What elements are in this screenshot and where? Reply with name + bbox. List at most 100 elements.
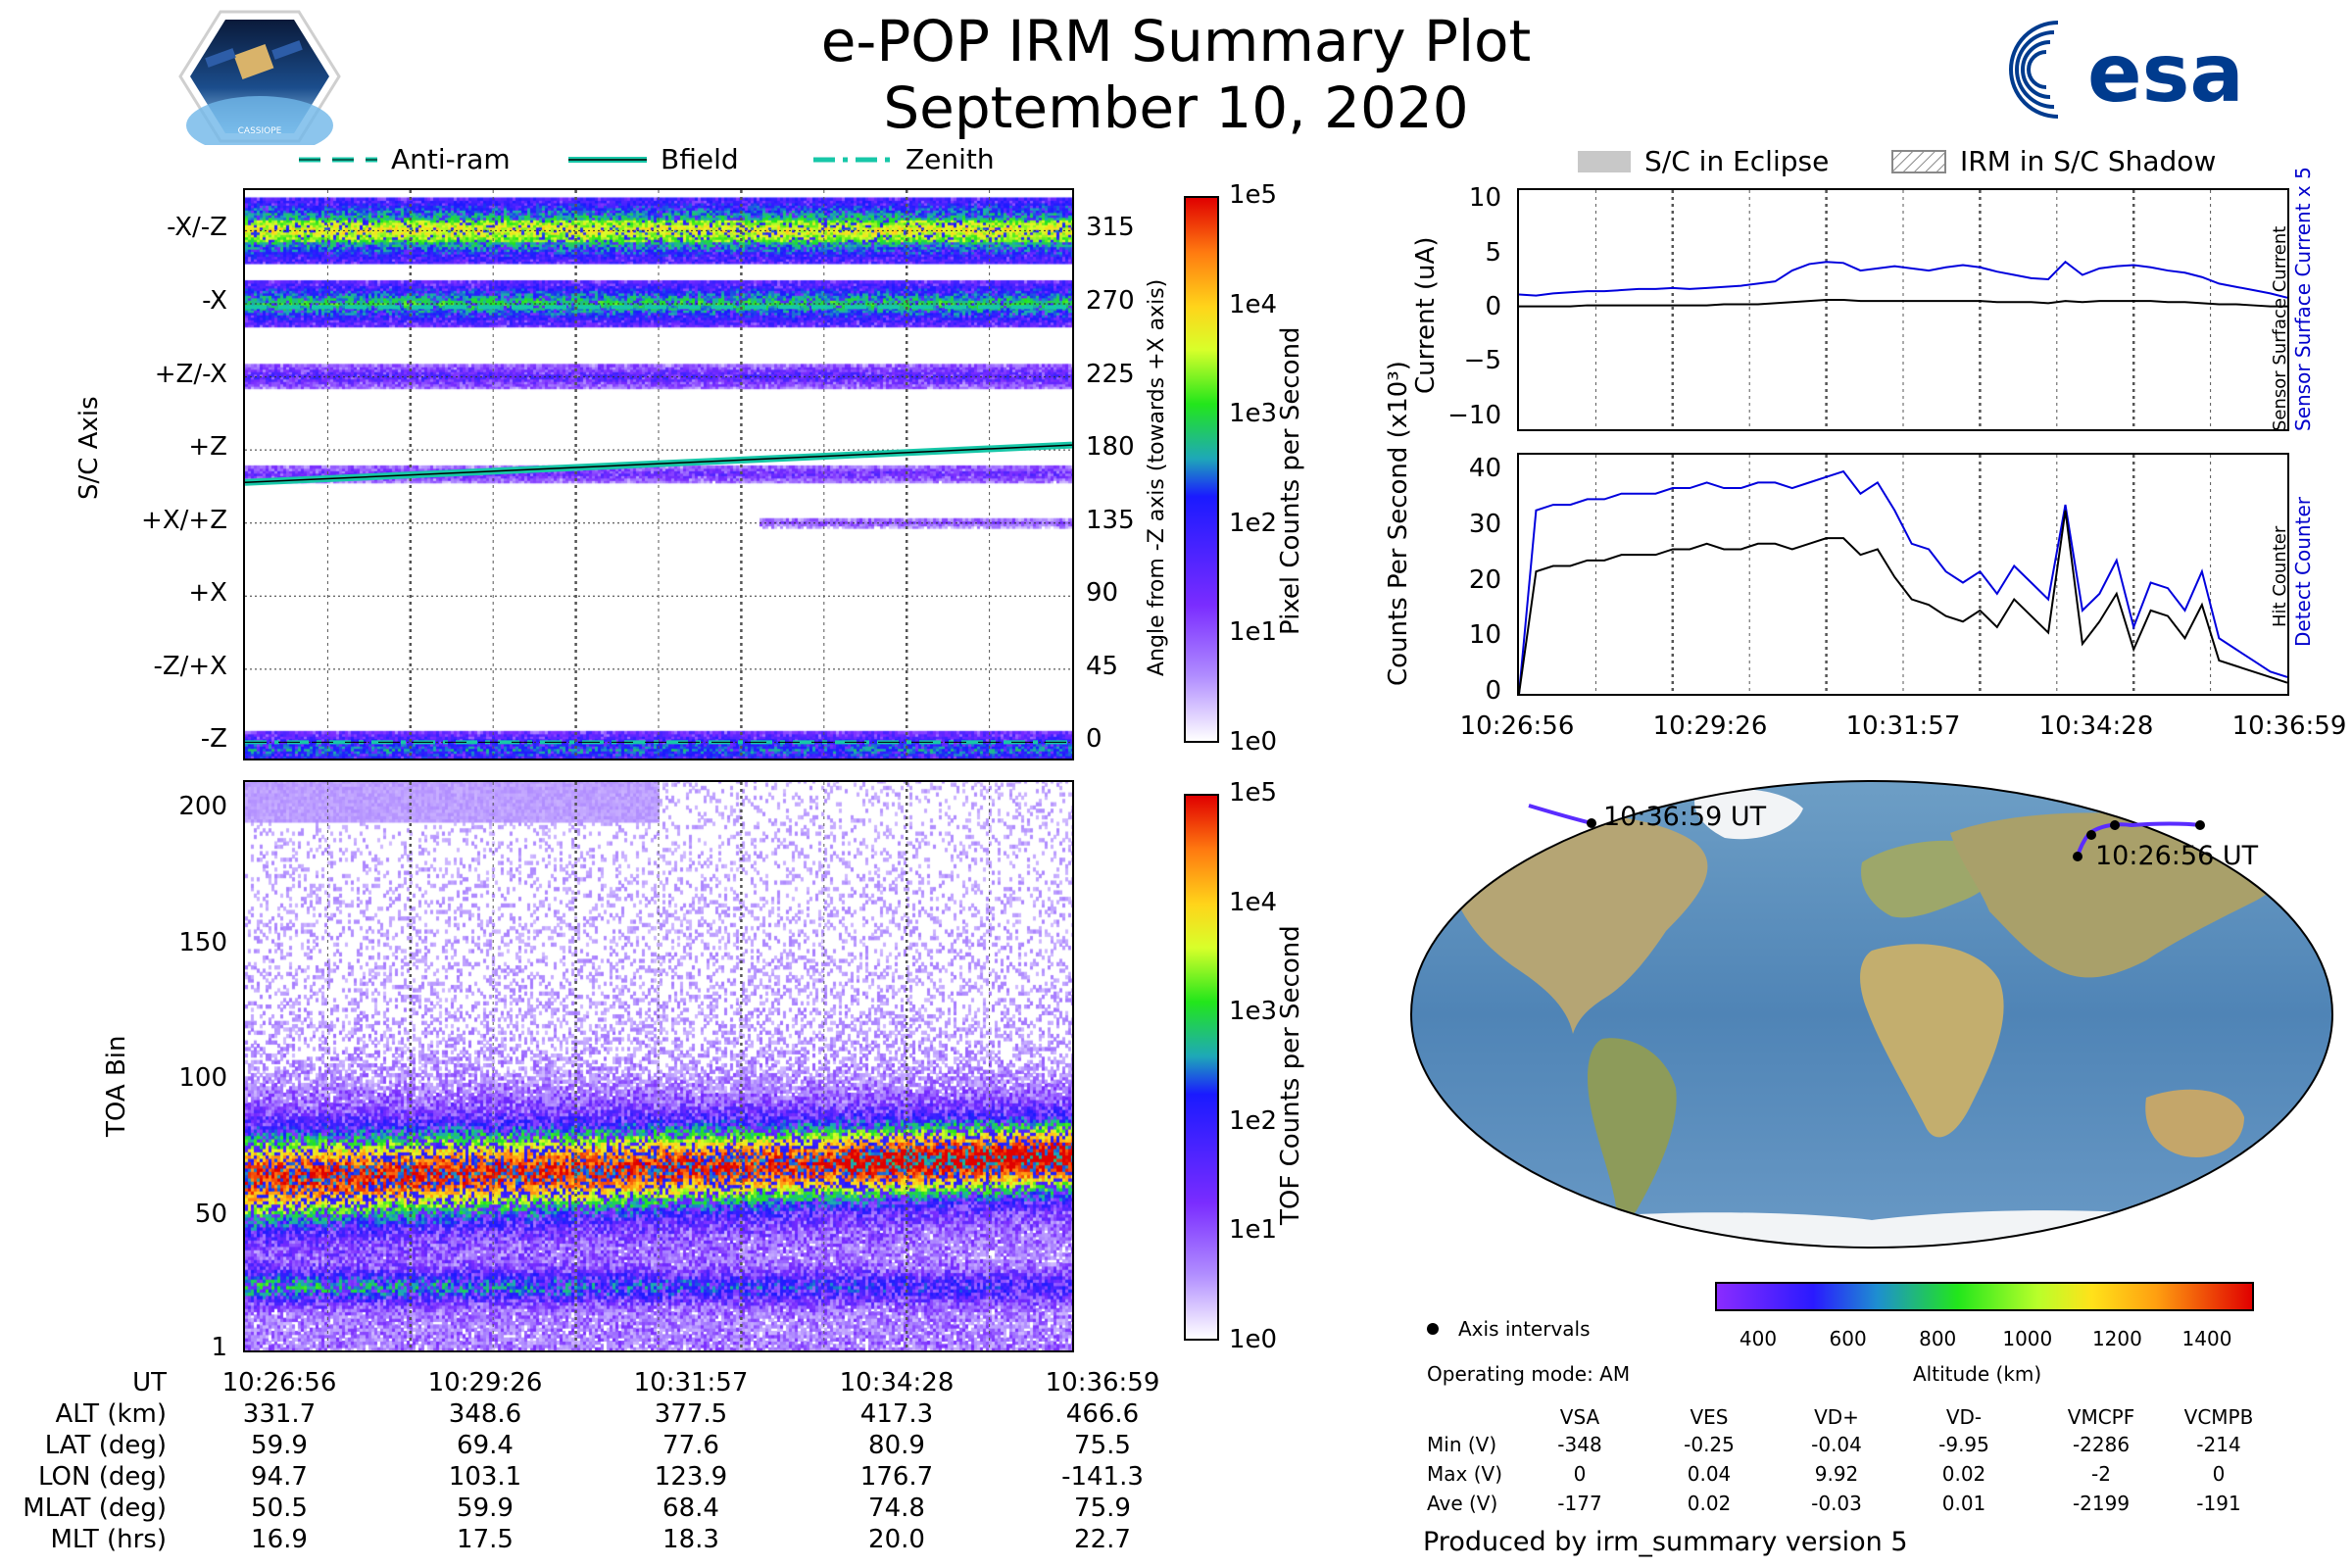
- altitude-tick-label: 1400: [2181, 1327, 2232, 1350]
- counts-right-label-top: Detect Counter: [2291, 497, 2315, 647]
- voltage-value: 0.01: [1941, 1492, 1986, 1515]
- sc-axis-angle-tick: 0: [1086, 724, 1102, 755]
- sc-axis-overlay: [245, 190, 1072, 759]
- x-tick-label: 10:36:59: [2231, 711, 2347, 741]
- axis-interval-point: [2195, 820, 2205, 830]
- ephemeris-value: 74.8: [868, 1494, 925, 1523]
- altitude-tick-label: 800: [1919, 1327, 1957, 1350]
- ephemeris-row-label: MLAT (deg): [23, 1494, 167, 1523]
- voltage-column-header: VSA: [1559, 1405, 1600, 1429]
- pixel-counts-colorbar-label: Pixel Counts per Second: [1276, 326, 1305, 635]
- voltage-column-header: VCMPB: [2183, 1405, 2254, 1429]
- sc-axis-tick-label: +X/+Z: [141, 505, 227, 535]
- toa-tick-label: 200: [178, 791, 227, 821]
- colorbar-tick-label: 1e2: [1229, 508, 1278, 538]
- ephemeris-value: -141.3: [1061, 1462, 1144, 1492]
- sc-axis-tick-label: +X: [188, 578, 227, 609]
- page-title: e-POP IRM Summary Plot: [820, 8, 1532, 74]
- ephemeris-value: 80.9: [868, 1431, 925, 1460]
- voltage-value: -2286: [2072, 1433, 2131, 1456]
- land-greenland: [1694, 789, 1803, 840]
- toa-tick-label: 50: [194, 1200, 227, 1230]
- colorbar-tick-label: 1e4: [1229, 887, 1278, 917]
- sc-axis-tick-label: -Z: [200, 724, 227, 755]
- voltage-row-label: Max (V): [1427, 1462, 1502, 1486]
- colorbar-tick-label: 1e1: [1229, 1215, 1278, 1246]
- series-line-0: [1519, 260, 2287, 299]
- altitude-tick-label: 1000: [2002, 1327, 2053, 1350]
- colorbar-tick-label: 1e2: [1229, 1105, 1278, 1136]
- ephemeris-row-label: MLT (hrs): [50, 1525, 168, 1554]
- sc-axis-tick-label: +Z/-X: [154, 359, 227, 389]
- map-start-label: 10:26:56 UT: [2095, 841, 2259, 871]
- voltage-value: -177: [1557, 1492, 1602, 1515]
- bfield-line-core: [245, 444, 1072, 484]
- ephemeris-row-label: LON (deg): [37, 1462, 167, 1492]
- ephemeris-row-label: LAT (deg): [44, 1431, 167, 1460]
- sc-axis-angle-tick: 270: [1086, 286, 1135, 316]
- voltage-value: -214: [2196, 1433, 2241, 1456]
- ephemeris-value: 59.9: [457, 1494, 514, 1523]
- ephemeris-value: 75.5: [1074, 1431, 1131, 1460]
- colorbar-tick-label: 1e3: [1229, 997, 1278, 1027]
- sc-axis-right-label: Angle from -Z axis (towards +X axis): [1145, 278, 1169, 676]
- toa-overlay: [326, 782, 991, 1350]
- line-plot-tick-label: 10: [1468, 183, 1501, 214]
- sc-axis-tick-label: -X: [202, 286, 227, 316]
- altitude-tick-label: 600: [1829, 1327, 1867, 1350]
- sc-axis-tick-label: +Z: [188, 432, 227, 463]
- land-africa: [1860, 944, 2004, 1138]
- voltage-value: -2: [2091, 1462, 2111, 1486]
- voltage-value: 0.02: [1941, 1462, 1986, 1486]
- ephemeris-value: 16.9: [251, 1525, 308, 1554]
- line-plot-tick-label: 5: [1485, 237, 1501, 268]
- sc-axis-tick-label: -X/-Z: [167, 213, 227, 243]
- voltage-column-header: VES: [1690, 1405, 1729, 1429]
- x-tick-label: 10:26:56: [1459, 711, 1575, 741]
- ephemeris-value: 10:34:28: [839, 1368, 955, 1397]
- line-plot-tick-label: 40: [1468, 454, 1501, 484]
- colorbar-tick-label: 1e0: [1229, 1325, 1278, 1354]
- sc-axis-tick-label: -Z/+X: [153, 651, 227, 681]
- voltage-value: -0.04: [1811, 1433, 1862, 1456]
- ephemeris-value: 123.9: [654, 1462, 728, 1492]
- toa-tick-label: 100: [178, 1063, 227, 1094]
- voltage-value: -0.25: [1684, 1433, 1735, 1456]
- pixel-counts-colorbar: [1184, 196, 1219, 743]
- cassiope-logo-text: CASSIOPE: [238, 126, 282, 136]
- ephemeris-value: 22.7: [1074, 1525, 1131, 1554]
- altitude-colorbar: [1715, 1282, 2254, 1311]
- ephemeris-value: 17.5: [457, 1525, 514, 1554]
- ephemeris-value: 103.1: [448, 1462, 522, 1492]
- voltage-value: -2199: [2072, 1492, 2131, 1515]
- sc-axis-angle-tick: 90: [1086, 578, 1119, 609]
- ephemeris-value: 18.3: [662, 1525, 719, 1554]
- ephemeris-value: 331.7: [242, 1399, 317, 1429]
- toa-spectrogram: [243, 780, 1074, 1352]
- line-plot-tick-label: −10: [1447, 400, 1501, 430]
- ephemeris-value: 176.7: [859, 1462, 934, 1492]
- current-right-label-bottom: Sensor Surface Current: [2270, 225, 2290, 431]
- ephemeris-value: 377.5: [654, 1399, 728, 1429]
- sc-axis-angle-tick: 135: [1086, 505, 1135, 535]
- ephemeris-value: 75.9: [1074, 1494, 1131, 1523]
- voltage-row-label: Ave (V): [1427, 1492, 1498, 1515]
- voltage-row-label: Min (V): [1427, 1433, 1497, 1456]
- line-plot-tick-label: −5: [1463, 346, 1501, 376]
- counts-plot-svg: [1519, 455, 2287, 694]
- colorbar-tick-label: 1e4: [1229, 289, 1278, 319]
- line-plot-tick-label: 20: [1468, 564, 1501, 595]
- land-australia: [2145, 1089, 2244, 1157]
- ephemeris-value: 10:36:59: [1045, 1368, 1160, 1397]
- colorbar-tick-label: 1e5: [1229, 778, 1278, 808]
- sc-axis-angle-tick: 45: [1086, 651, 1119, 681]
- esa-logo: esa: [2009, 21, 2244, 121]
- series-line-0: [1519, 469, 2287, 694]
- legend-antiram: Anti-ram: [299, 143, 511, 175]
- voltage-value: -348: [1557, 1433, 1602, 1456]
- satellite-icon: [233, 43, 274, 80]
- land-south-america: [1588, 1038, 1677, 1219]
- voltage-column-header: VD-: [1945, 1405, 1983, 1429]
- altitude-colorbar-label: Altitude (km): [1913, 1362, 2042, 1386]
- ephemeris-value: 348.6: [448, 1399, 522, 1429]
